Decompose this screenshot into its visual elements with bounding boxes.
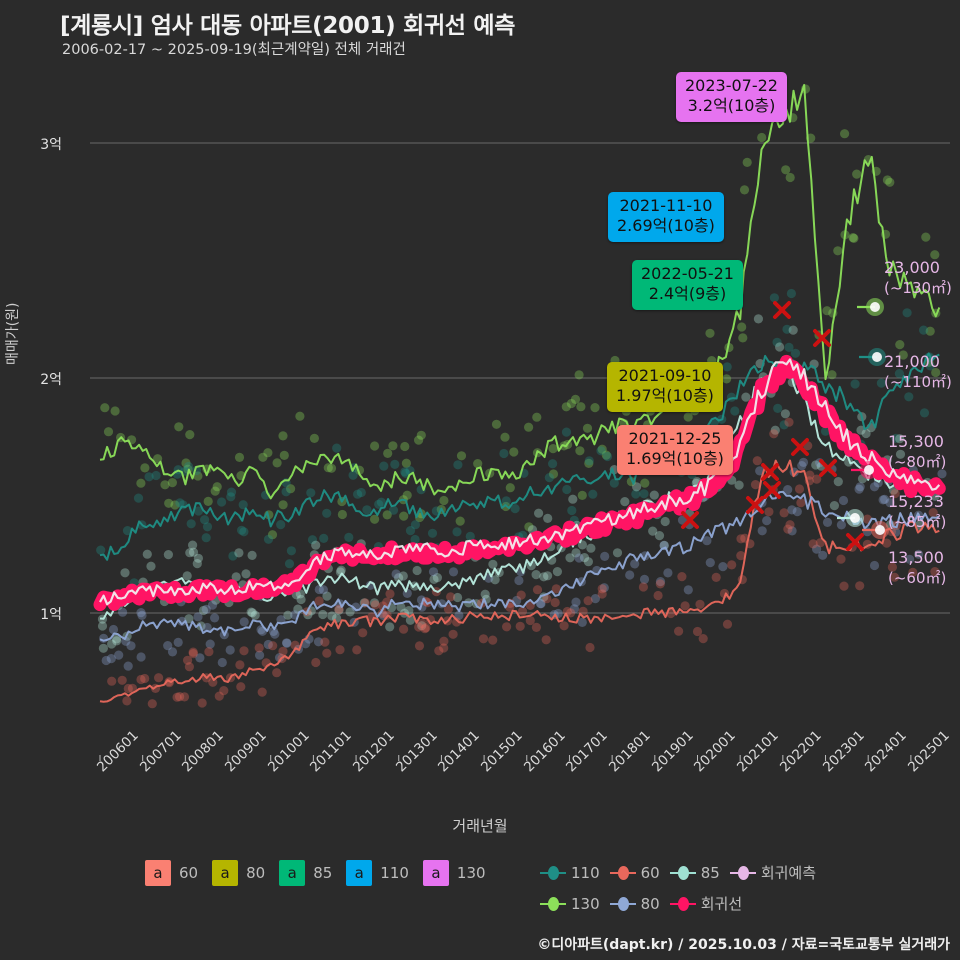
end-label-area: (~80㎡) xyxy=(888,453,947,471)
callout-date: 2021-09-10 xyxy=(618,366,712,385)
callout-price: 2.4억(9층) xyxy=(648,284,727,304)
x-axis-tick-label: 202201 xyxy=(776,727,825,776)
y-axis-tick-label: 2억 xyxy=(40,372,62,388)
series-end-label: 23,000 (~130㎡) xyxy=(884,258,952,298)
end-label-area: (~130㎡) xyxy=(884,279,952,297)
x-axis-tick-label: 202401 xyxy=(862,727,910,776)
x-axis-tick-label: 201701 xyxy=(563,727,612,776)
x-axis-tick-label: 201801 xyxy=(606,727,654,776)
x-axis-tick-label: 201001 xyxy=(264,727,313,776)
callout-date: 2023-07-22 xyxy=(685,76,778,95)
legend-item-130[interactable]: 130 xyxy=(540,895,600,913)
footer-credit: ©디아파트(dapt.kr) / 2025.10.03 / 자료=국토교통부 실… xyxy=(537,937,950,953)
x-axis-tick-label: 200701 xyxy=(136,727,185,776)
end-label-value: 23,000 xyxy=(884,258,940,277)
legend-item-label: 회귀예측 xyxy=(760,864,817,882)
legend-item-85[interactable]: 85 xyxy=(669,863,720,882)
x-axis-tick-label: 202101 xyxy=(734,727,782,776)
legend-item-회귀예측[interactable]: 회귀예측 xyxy=(729,862,817,883)
series-end-label: 15,300 (~80㎡) xyxy=(888,432,946,472)
legend-item-label: 85 xyxy=(700,863,720,882)
end-label-value: 13,500 xyxy=(888,548,944,567)
x-axis-tick-label: 200901 xyxy=(222,727,270,776)
callout-price: 1.69억(10층) xyxy=(626,449,724,469)
legend-item-110[interactable]: 110 xyxy=(540,864,600,882)
legend-swatch-label: 85 xyxy=(313,864,333,882)
series-end-label: 21,000 (~110㎡) xyxy=(884,352,952,392)
x-axis-tick-label: 202301 xyxy=(819,727,868,776)
annotation-callout: 2021-12-25 1.69억(10층) xyxy=(617,425,733,475)
end-label-value: 15,300 xyxy=(888,432,944,451)
legend-swatch-85[interactable]: a xyxy=(279,860,306,886)
annotation-callout: 2021-11-10 2.69억(10층) xyxy=(608,192,724,242)
legend-swatch-label: 60 xyxy=(179,864,199,882)
legend-swatch-110[interactable]: a xyxy=(346,860,373,886)
x-axis-tick-label: 201401 xyxy=(435,727,484,776)
annotation-callout: 2022-05-21 2.4억(9층) xyxy=(632,260,743,310)
page-subtitle: 2006-02-17 ~ 2025-09-19(최근계약일) 전체 거래건 xyxy=(62,42,406,58)
page-title: [계룡시] 엄사 대동 아파트(2001) 회귀선 예측 xyxy=(60,13,516,39)
legend-swatch-80[interactable]: a xyxy=(212,860,239,886)
x-axis-tick-label: 201101 xyxy=(307,727,356,776)
legend-item-label: 60 xyxy=(640,863,660,882)
x-axis-tick-label: 202501 xyxy=(904,727,953,776)
callout-price: 3.2억(10층) xyxy=(687,96,776,116)
legend-item-label: 130 xyxy=(571,894,600,913)
legend-line-marker-icon xyxy=(540,896,566,912)
legend-series-row-1: 110 60 85 회귀예측 xyxy=(540,862,826,883)
legend-swatch-130[interactable]: a xyxy=(422,860,449,886)
callout-date: 2021-11-10 xyxy=(619,196,713,215)
end-label-area: (~60㎡) xyxy=(888,569,947,587)
series-end-label: 15,233 (~85㎡) xyxy=(888,492,946,532)
x-axis-tick-label: 201201 xyxy=(350,727,398,776)
callout-price: 2.69억(10층) xyxy=(617,216,715,236)
x-axis-tick-label: 201601 xyxy=(520,727,569,776)
annotation-callout: 2023-07-22 3.2억(10층) xyxy=(676,72,787,122)
x-axis-tick-label: 200801 xyxy=(179,727,228,776)
legend-item-label: 110 xyxy=(571,863,600,882)
callout-date: 2021-12-25 xyxy=(628,429,722,448)
end-label-area: (~85㎡) xyxy=(888,513,947,531)
legend-line-marker-icon xyxy=(609,896,636,912)
y-axis-tick-label: 1억 xyxy=(40,607,62,623)
x-axis-title: 거래년월 xyxy=(452,817,508,835)
legend-series-row-2: 130 80 회귀선 xyxy=(540,893,752,914)
legend-line-marker-icon xyxy=(540,865,566,881)
legend-swatch-label: 110 xyxy=(380,864,409,882)
series-end-label: 13,500 (~60㎡) xyxy=(888,548,946,588)
legend-item-label: 회귀선 xyxy=(700,895,743,913)
x-axis-tick-label: 200601 xyxy=(94,727,142,776)
end-label-value: 21,000 xyxy=(884,352,940,371)
legend-swatch-label: 80 xyxy=(246,864,266,882)
legend-item-회귀선[interactable]: 회귀선 xyxy=(669,893,743,914)
legend-line-marker-icon xyxy=(669,865,696,881)
legend-item-60[interactable]: 60 xyxy=(609,863,660,882)
x-axis-tick-label: 202001 xyxy=(691,727,740,776)
legend-line-marker-icon xyxy=(609,865,636,881)
legend-swatch-label: 130 xyxy=(456,864,486,882)
legend-swatch-60[interactable]: a xyxy=(145,860,171,886)
legend-line-marker-icon xyxy=(729,865,756,881)
callout-price: 1.97억(10층) xyxy=(616,386,714,406)
legend-item-80[interactable]: 80 xyxy=(609,894,660,913)
annotation-callout: 2021-09-10 1.97억(10층) xyxy=(607,362,723,412)
legend-item-label: 80 xyxy=(640,894,660,913)
end-label-area: (~110㎡) xyxy=(884,373,952,391)
callout-date: 2022-05-21 xyxy=(641,264,734,283)
legend-line-marker-icon xyxy=(669,896,696,912)
legend-area-swatches: a 60 a 80 a 85 a 110 a 130 xyxy=(145,860,500,886)
x-axis-tick-label: 201301 xyxy=(392,727,441,776)
y-axis-tick-label: 3억 xyxy=(40,137,62,153)
x-axis-tick-label: 201901 xyxy=(648,727,697,776)
end-label-value: 15,233 xyxy=(888,492,944,511)
y-axis-title: 매매가(원) xyxy=(5,302,21,365)
x-axis-tick-label: 201501 xyxy=(478,727,526,776)
